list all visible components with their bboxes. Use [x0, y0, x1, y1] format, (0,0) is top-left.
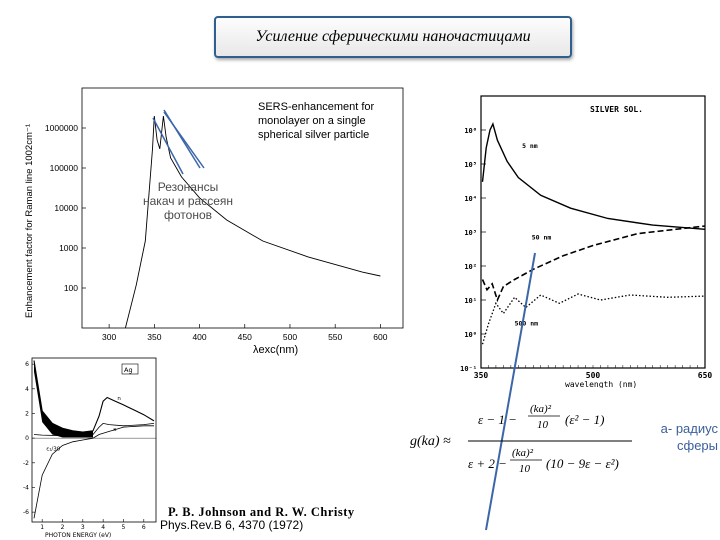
silver-curve-label: 50 nm: [532, 234, 552, 242]
optical-xtick-label: 3: [81, 524, 85, 531]
sers-xtick-label: 300: [102, 332, 116, 342]
formula-den-b: (10 − 9ε − ε²): [546, 456, 619, 471]
sers-xlabel: λexc(nm): [253, 344, 298, 356]
epsilon2-band: [34, 360, 93, 438]
formula-num-frac-bot: 10: [537, 419, 549, 431]
silver-curve-label: 5 nm: [522, 142, 538, 150]
optical-ytick-label: 2: [25, 410, 29, 417]
silver-xtick-label: 500: [586, 371, 601, 380]
silver-curve-2: [481, 293, 706, 345]
slide-title-box: Усиление сферическими наночастицами: [214, 16, 572, 58]
silver-ytick-label: 10⁰: [464, 331, 477, 339]
optical-constants-chart: 1 2 3 4 5 6 6 4 2 0 -2 -4 -6 ε₂ n κ ε₁/30 Ag PHOTON ENE…: [23, 357, 157, 539]
sers-ytick-label: 1000000: [45, 123, 78, 133]
radius-note-line-1: а- радиус: [660, 421, 718, 436]
optical-ytick-label: -2: [23, 460, 29, 467]
optical-xtick-label: 1: [40, 524, 44, 531]
silver-sol-ticks: 350 500 650 10⁻¹ 10⁰ 10¹ 10² 10³ 10⁴ 10⁵ 10⁶: [460, 127, 712, 380]
silver-sol-series: 5 nm 50 nm 500 nm: [481, 122, 706, 345]
optical-ytick-label: 0: [25, 435, 29, 442]
sers-ylabel: Enhancement factor for Raman line 1002cm…: [24, 124, 35, 318]
optical-curve-1: [33, 425, 154, 519]
sers-ytick-label: 100: [64, 283, 78, 293]
optical-ytick-label: -6: [23, 509, 29, 516]
formula-svg: g(ka) ≈ ε − 1 − (ka)² 10 (ε² − 1) ε + 2 …: [410, 403, 632, 475]
resonance-arrow-1: [152, 117, 184, 175]
resonance-annotation: Резонансы накач и рассеян фотонов: [128, 180, 248, 222]
sers-xtick-label: 600: [373, 332, 387, 342]
radius-note-line-2: сферы: [677, 438, 718, 453]
optical-xlabel: PHOTON ENERGY (eV): [45, 532, 111, 539]
reference-citation: Phys.Rev.B 6, 4370 (1972): [160, 518, 304, 532]
optical-ytick-label: -4: [23, 484, 29, 491]
optical-curve-label: ε₁/30: [46, 446, 61, 452]
optical-ytick-label: 4: [25, 386, 29, 393]
sers-ticks: 300 350 400 450 500 550 600 100 1000 10000 100000 1…: [45, 123, 388, 342]
optical-curve-label: κ: [113, 427, 117, 433]
optical-curve-0: [33, 360, 155, 433]
optical-axes: [31, 357, 157, 523]
silver-ytick-label: 10²: [464, 263, 477, 271]
silver-curve-1: [481, 225, 706, 303]
authors-caption: P. B. Johnson and R. W. Christy: [168, 505, 355, 519]
silver-ytick-label: 10⁵: [464, 161, 477, 169]
optical-xtick-label: 5: [122, 524, 126, 531]
sers-xtick-label: 450: [238, 332, 252, 342]
enhancement-formula: g(ka) ≈ ε − 1 − (ka)² 10 (ε² − 1) ε + 2 …: [410, 400, 635, 485]
formula-num-b: (ε² − 1): [565, 412, 604, 427]
silver-xtick-label: 650: [698, 371, 713, 380]
formula-num-a: ε − 1 −: [478, 412, 517, 427]
formula-den-frac-top: (ka)²: [512, 447, 534, 459]
silver-ytick-label: 10¹: [464, 297, 477, 305]
silver-sol-legend: SILVER SOL.: [590, 105, 643, 114]
sers-chart: 300 350 400 450 500 550 600 100 1000 10000 100000 1…: [24, 87, 404, 356]
formula-den-frac-bot: 10: [519, 463, 531, 475]
silver-curve-0: [481, 122, 706, 230]
sers-title-line1: SERS-enhancement for: [258, 101, 375, 113]
formula-num-frac-top: (ka)²: [530, 403, 552, 415]
ag-label-box: [121, 363, 139, 375]
radius-arrow: [485, 252, 536, 531]
sers-xtick-label: 550: [328, 332, 342, 342]
sers-curve: [124, 115, 381, 329]
resonance-line-2: накач и рассеян: [143, 194, 233, 208]
sers-title-line2: monolayer on a single: [258, 115, 366, 127]
silver-xtick-label: 350: [474, 371, 489, 380]
silver-ytick-label: 10⁻¹: [460, 365, 477, 373]
sers-xtick-label: 400: [192, 332, 206, 342]
optical-plot-frame: [31, 357, 157, 523]
sers-xtick-label: 350: [147, 332, 161, 342]
optical-series: ε₂ n κ ε₁/30: [33, 360, 155, 519]
optical-xtick-label: 6: [142, 524, 146, 531]
formula-den-a: ε + 2 −: [468, 456, 507, 471]
optical-xtick-label: 4: [101, 524, 105, 531]
silver-curve-label: 500 nm: [515, 319, 539, 327]
resonance-arrow-3: [163, 111, 205, 169]
resonance-line-1: Резонансы: [157, 180, 219, 194]
sers-xtick-label: 500: [283, 332, 297, 342]
optical-curve-2: [33, 422, 155, 437]
silver-ytick-label: 10⁴: [464, 195, 477, 203]
optical-ticks: 1 2 3 4 5 6 6 4 2 0 -2 -4 -6: [23, 361, 146, 531]
sers-title-line3: spherical silver particle: [258, 129, 369, 141]
formula-lhs: g(ka) ≈: [410, 434, 451, 449]
sers-ytick-label: 1000: [59, 243, 78, 253]
optical-curve-label: ε₂: [42, 414, 47, 420]
ag-label: Ag: [124, 366, 133, 374]
slide-title: Усиление сферическими наночастицами: [255, 28, 531, 45]
radius-note: а- радиус сферы: [628, 420, 718, 454]
silver-sol-xlabel: wavelength (nm): [565, 380, 637, 388]
optical-ytick-label: 6: [25, 361, 29, 368]
optical-xtick-label: 2: [61, 524, 65, 531]
optical-curve-label: n: [117, 396, 121, 402]
silver-ytick-label: 10³: [464, 229, 477, 237]
sers-ytick-label: 100000: [50, 163, 79, 173]
resonance-line-3: фотонов: [164, 208, 212, 222]
sers-series: [124, 115, 381, 329]
silver-ytick-label: 10⁶: [464, 127, 477, 135]
sers-ytick-label: 10000: [54, 203, 78, 213]
